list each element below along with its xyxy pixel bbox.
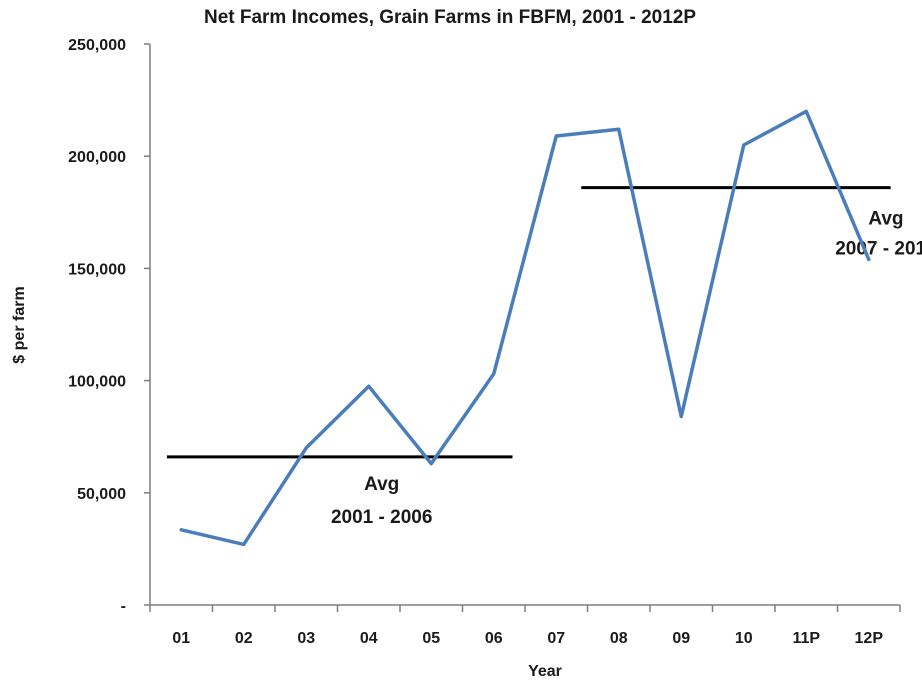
x-tick-label: 11P bbox=[792, 630, 820, 647]
x-tick-label: 03 bbox=[297, 630, 315, 647]
series bbox=[179, 109, 871, 547]
data-point bbox=[429, 462, 433, 466]
x-tick-label: 04 bbox=[360, 630, 378, 647]
data-point bbox=[367, 384, 371, 388]
data-point bbox=[179, 528, 183, 532]
average-label-title: Avg bbox=[364, 474, 399, 495]
average-label-period: 2007 - 2010 bbox=[835, 239, 922, 260]
data-point bbox=[617, 127, 621, 131]
x-tick-label: 09 bbox=[672, 630, 690, 647]
average-label-period: 2001 - 2006 bbox=[331, 507, 432, 528]
y-axis: - 50,000 100,000 150,000 200,000 250,000 bbox=[68, 37, 151, 615]
data-point bbox=[804, 109, 808, 113]
x-tick-label: 05 bbox=[422, 630, 440, 647]
reference-lines: Avg 2001 - 2006 Avg 2007 - 2010 bbox=[166, 186, 922, 528]
x-axis: 01 02 03 04 05 06 07 08 09 10 11P 12P bbox=[149, 604, 901, 647]
y-axis-label: $ per farm bbox=[11, 286, 28, 363]
x-tick-label: 01 bbox=[172, 630, 190, 647]
net-farm-income-line bbox=[179, 109, 871, 547]
data-point bbox=[867, 257, 871, 261]
x-tick-label: 02 bbox=[235, 630, 253, 647]
y-tick-label: 200,000 bbox=[68, 149, 126, 166]
data-point bbox=[742, 143, 746, 147]
y-tick-label: - bbox=[121, 598, 126, 615]
x-tick-label: 07 bbox=[547, 630, 565, 647]
x-axis-label: Year bbox=[528, 663, 562, 680]
data-point bbox=[554, 134, 558, 138]
data-point bbox=[242, 542, 246, 546]
x-tick-label: 10 bbox=[735, 630, 753, 647]
data-point bbox=[679, 415, 683, 419]
y-tick-label: 50,000 bbox=[77, 486, 126, 503]
x-tick-label: 08 bbox=[610, 630, 628, 647]
data-point bbox=[492, 372, 496, 376]
x-tick-label: 06 bbox=[485, 630, 503, 647]
average-label-title: Avg bbox=[868, 209, 903, 230]
y-tick-label: 100,000 bbox=[68, 374, 126, 391]
y-tick-label: 150,000 bbox=[68, 261, 126, 278]
data-point bbox=[304, 446, 308, 450]
chart-title: Net Farm Incomes, Grain Farms in FBFM, 2… bbox=[204, 7, 696, 28]
x-tick-label: 12P bbox=[855, 630, 884, 647]
y-tick-label: 250,000 bbox=[68, 37, 126, 54]
